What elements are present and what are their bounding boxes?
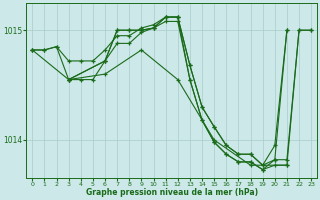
- X-axis label: Graphe pression niveau de la mer (hPa): Graphe pression niveau de la mer (hPa): [86, 188, 258, 197]
